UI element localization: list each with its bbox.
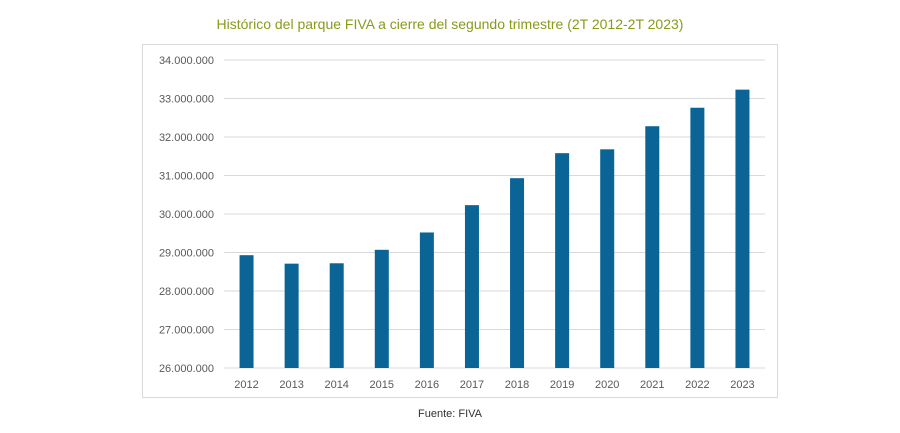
y-tick-label: 32.000.000 [159, 132, 214, 144]
y-tick-label: 34.000.000 [159, 55, 214, 67]
x-tick-label: 2013 [279, 379, 303, 391]
x-tick-label: 2014 [324, 379, 348, 391]
x-tick-label: 2022 [685, 379, 709, 391]
x-tick-label: 2018 [505, 379, 529, 391]
bar-2013 [284, 263, 299, 368]
bar-2012 [239, 255, 254, 368]
y-tick-label: 28.000.000 [159, 286, 214, 298]
bar-2014 [329, 263, 344, 368]
chart-title: Histórico del parque FIVA a cierre del s… [216, 16, 684, 32]
gridlines [224, 59, 765, 369]
y-tick-label: 27.000.000 [159, 325, 214, 337]
bar-2022 [690, 107, 705, 369]
x-tick-label: 2017 [460, 379, 484, 391]
x-tick-label: 2021 [640, 379, 664, 391]
x-tick-label: 2012 [234, 379, 258, 391]
y-tick-label: 26.000.000 [159, 363, 214, 375]
x-axis-labels: 2012 2013 2014 2015 2016 2017 2018 2019 2020 2021… [234, 379, 754, 391]
y-tick-label: 29.000.000 [159, 248, 214, 260]
y-tick-label: 31.000.000 [159, 171, 214, 183]
x-tick-label: 2020 [595, 379, 619, 391]
y-tick-label: 33.000.000 [159, 94, 214, 106]
x-tick-label: 2023 [730, 379, 754, 391]
x-tick-label: 2015 [370, 379, 394, 391]
x-tick-label: 2016 [415, 379, 439, 391]
bar-2016 [419, 232, 434, 368]
y-axis-labels: 26.000.000 27.000.000 28.000.000 29.000.000… [159, 55, 214, 375]
bars [239, 89, 750, 369]
bar-2021 [645, 126, 660, 368]
bar-2015 [374, 249, 389, 368]
y-tick-label: 30.000.000 [159, 209, 214, 221]
bar-2019 [555, 153, 570, 368]
bar-2023 [735, 89, 750, 369]
bar-2017 [464, 205, 479, 368]
x-tick-label: 2019 [550, 379, 574, 391]
source-note: Fuente: FIVA [418, 408, 482, 420]
bar-2018 [510, 178, 525, 368]
bar-2020 [600, 149, 615, 368]
